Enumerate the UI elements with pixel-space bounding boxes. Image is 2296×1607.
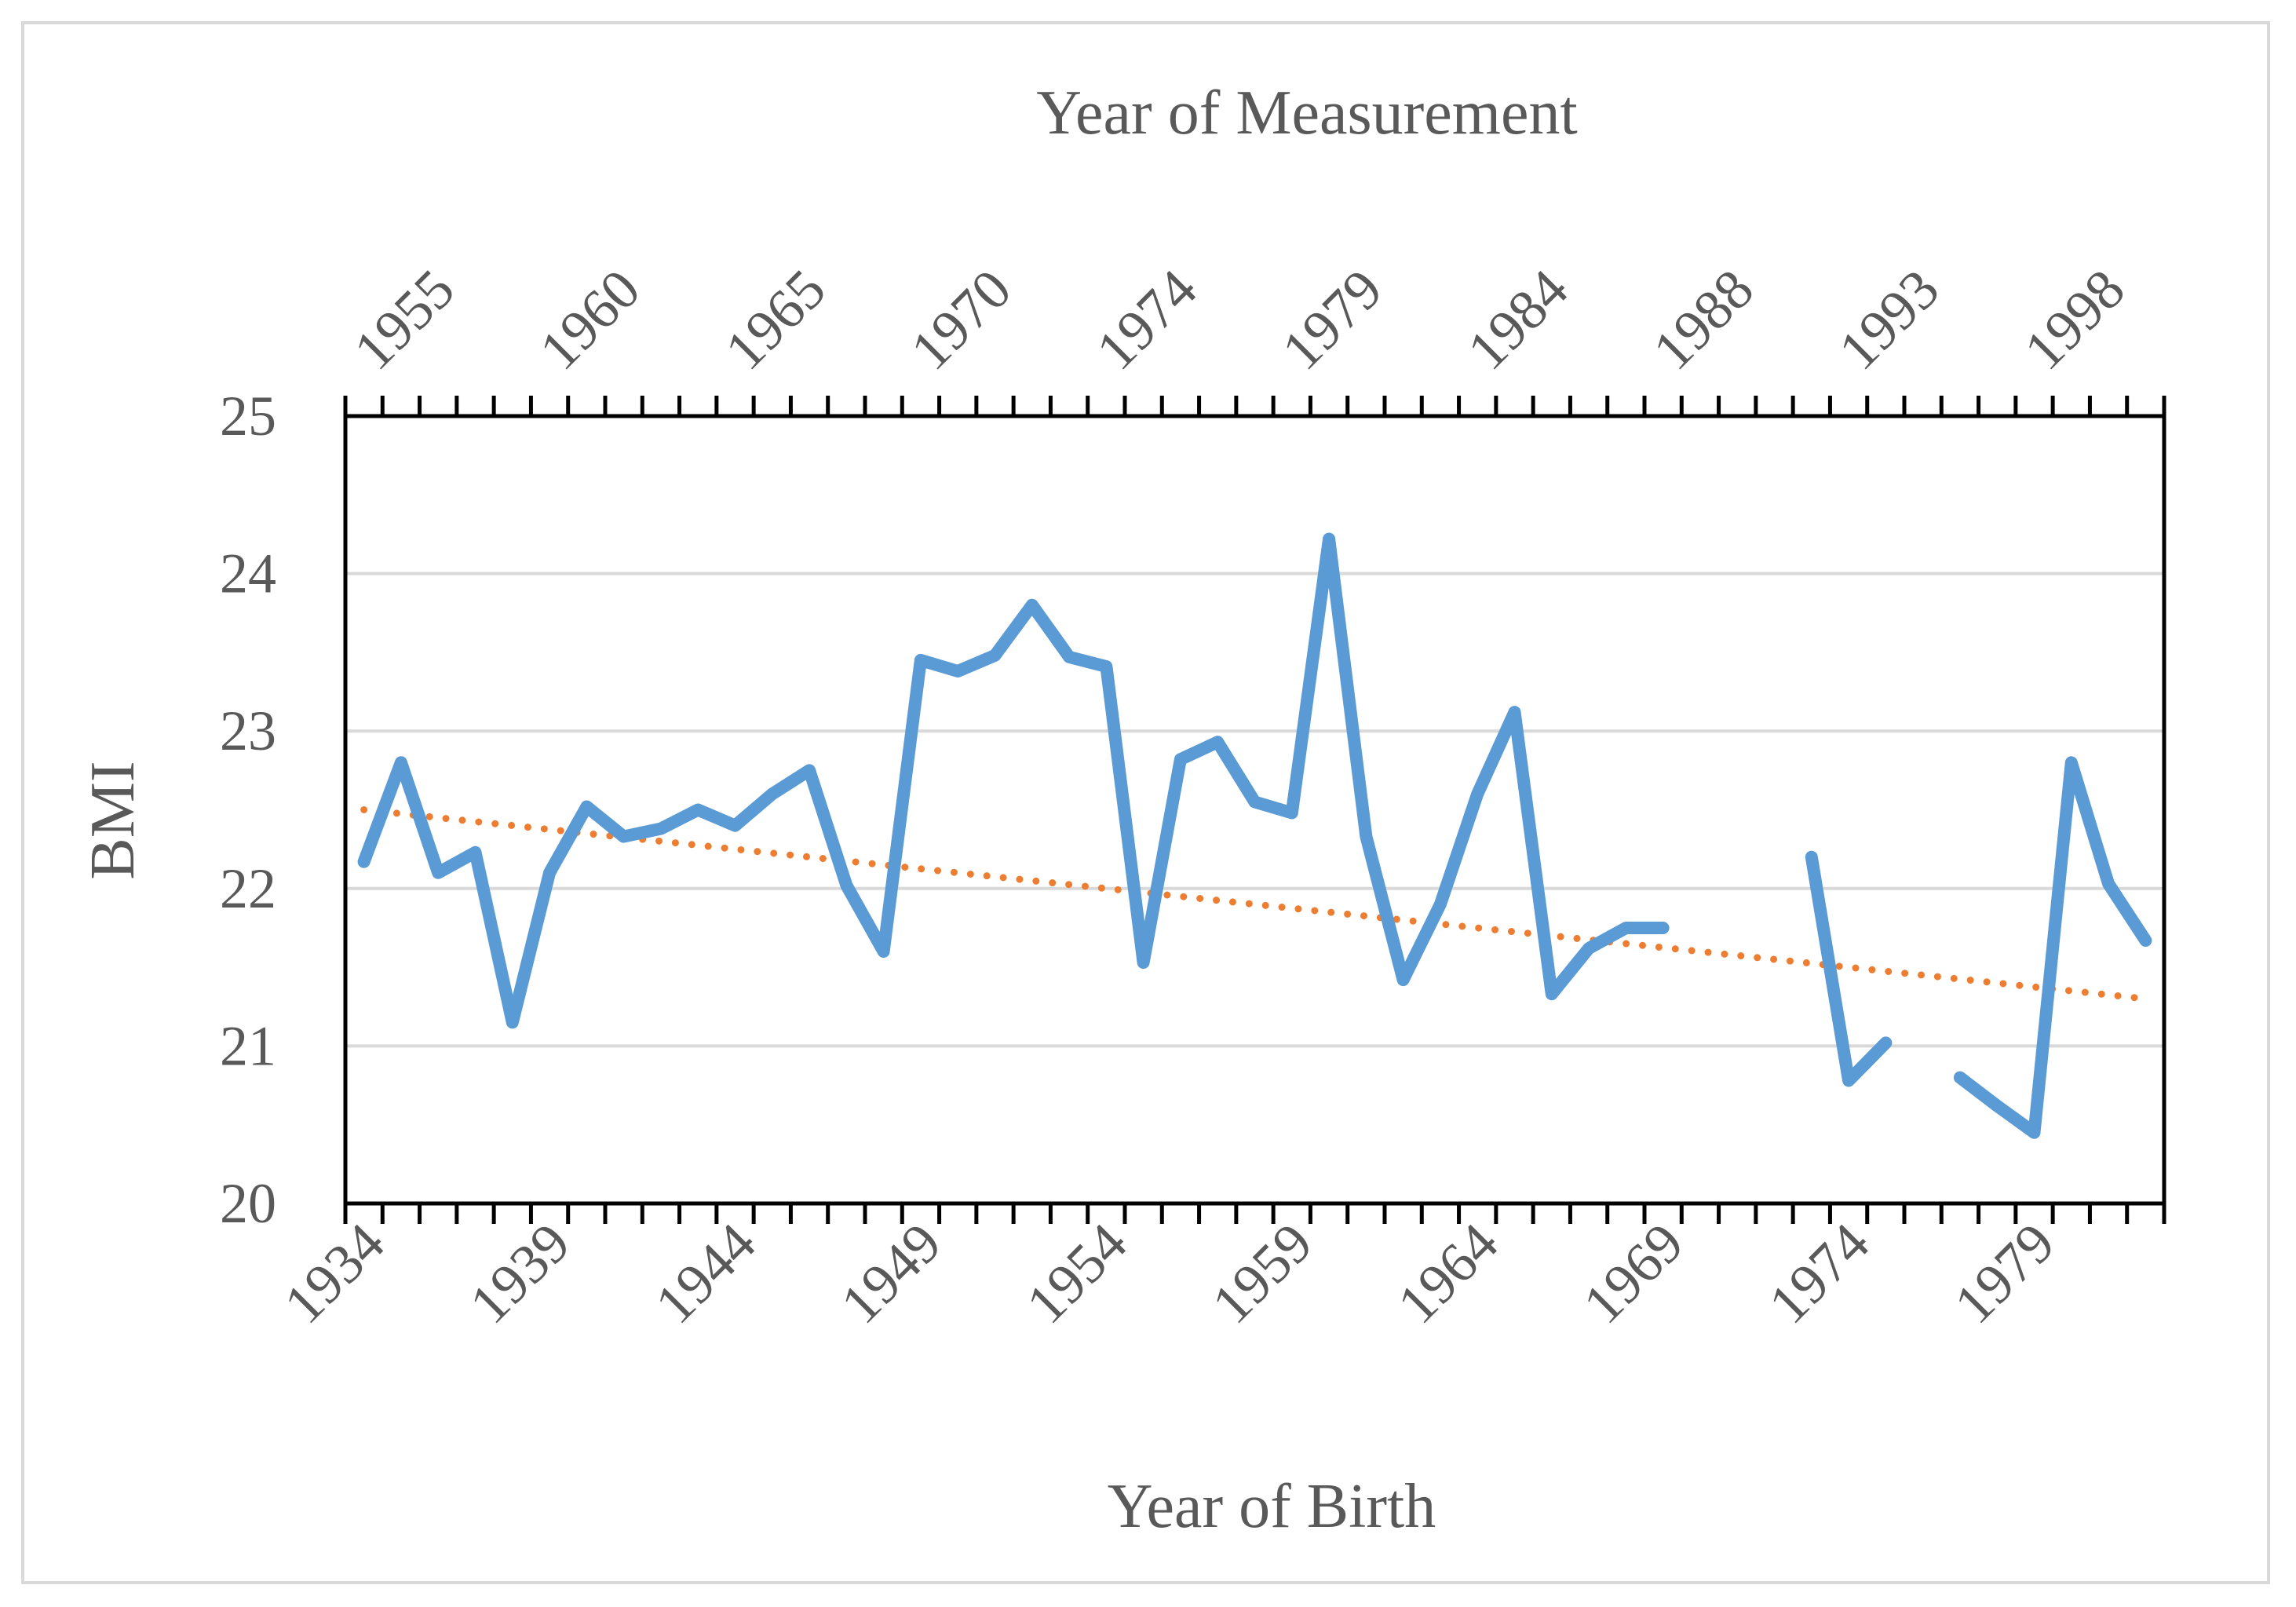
x-tick-label: 1949 <box>829 1211 953 1335</box>
trendline <box>360 806 2149 1003</box>
x-axis-title: Year of Birth <box>1108 1472 1436 1541</box>
axes <box>343 396 2166 1224</box>
x2-tick-label: 1993 <box>1827 257 1951 382</box>
x2-axis-title: Year of Measurement <box>1036 79 1577 148</box>
x2-tick-label: 1984 <box>1455 257 1579 382</box>
x2-tick-label: 1998 <box>2013 257 2137 382</box>
gridlines <box>345 572 2164 1048</box>
x2-tick-label: 1960 <box>527 257 652 382</box>
x2-tick-label: 1965 <box>714 257 838 382</box>
y-tick-label: 22 <box>220 857 276 920</box>
x-tick-label: 1964 <box>1385 1211 1509 1335</box>
y-axis-title: BMI <box>78 761 148 879</box>
x-tick-label: 1979 <box>1942 1211 2066 1335</box>
x2-tick-label: 1955 <box>342 257 466 382</box>
y-tick-label: 25 <box>220 385 276 447</box>
y-tick-label: 23 <box>220 699 276 762</box>
x2-tick-label: 1979 <box>1270 257 1394 382</box>
y-tick-label: 24 <box>220 542 276 605</box>
series-line-segment <box>357 532 1670 1029</box>
x2-tick-label: 1974 <box>1084 257 1208 382</box>
x-tick-label: 1934 <box>272 1211 396 1335</box>
plot-area-border <box>343 414 2166 1206</box>
x-tick-label: 1954 <box>1014 1211 1138 1335</box>
x-tick-label: 1959 <box>1200 1211 1324 1335</box>
series-line-segment <box>1805 850 1893 1087</box>
bmi-series <box>357 532 2152 1139</box>
chart-frame <box>21 21 2270 1584</box>
x2-tick-label: 1988 <box>1641 257 1765 382</box>
x-tick-label: 1969 <box>1571 1211 1696 1335</box>
series-line-segment <box>1953 756 2152 1139</box>
y-tick-label: 20 <box>220 1172 276 1235</box>
x-tick-label: 1974 <box>1757 1211 1881 1335</box>
trendline-linear <box>360 806 2149 1003</box>
x2-tick-label: 1970 <box>899 257 1023 382</box>
y-tick-label: 21 <box>220 1014 276 1077</box>
x-tick-label: 1944 <box>643 1211 767 1335</box>
x-tick-label: 1939 <box>458 1211 582 1335</box>
